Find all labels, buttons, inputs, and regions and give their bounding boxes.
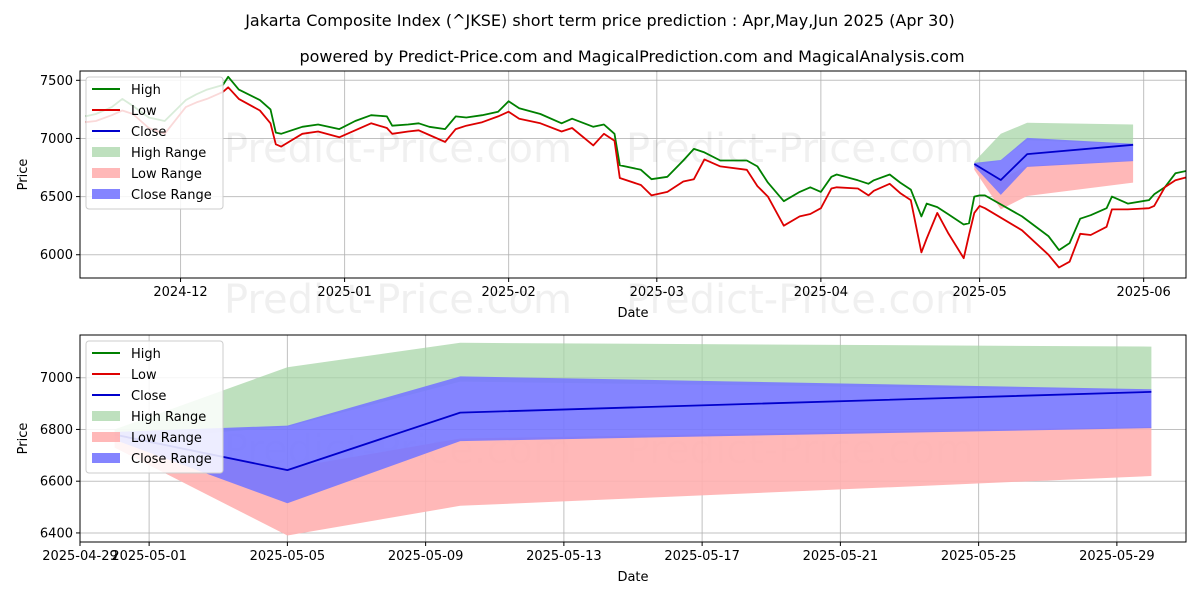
x-tick-label: 2025-04 [794,285,848,300]
legend-label: Close Range [131,188,212,203]
bottom-panel: Predict-Price.comPredict-Price.com2025-0… [16,334,1187,585]
y-tick-label: 6400 [40,526,73,541]
top-panel: Predict-Price.com Predict-Price.com Predic… [16,70,1187,323]
x-tick-label: 2025-01 [317,285,371,300]
legend-patch-swatch [92,411,120,421]
watermark: Predict-Price.com [626,277,974,323]
watermark: Predict-Price.com [626,126,974,172]
low-series-line [85,86,1186,269]
high-range-band [114,342,1152,440]
legend-label: Close Range [131,452,212,467]
y-tick-label: 6600 [40,475,73,490]
legend-label: Low [131,104,157,119]
legend-label: High Range [131,410,206,425]
y-tick-label: 7000 [40,132,73,147]
legend-patch-swatch [92,168,120,178]
x-tick-label: 2025-06 [1117,285,1171,300]
x-tick-label: 2025-05-01 [111,549,187,564]
legend-label: Low Range [131,167,202,182]
legend: High Low Close High Range Low Range Close Ran… [85,76,224,210]
close-range-band [114,376,1152,504]
y-tick-label: 6800 [40,423,73,438]
legend-patch-swatch [92,189,120,199]
legend-label: High Range [131,146,206,161]
legend-box [85,340,224,474]
close-forecast-line [973,143,1134,181]
plot-frame [79,334,1187,543]
legend-box [85,76,224,210]
legend: High Low Close High Range Low Range Close Ran… [85,340,224,474]
legend-patch-swatch [92,432,120,442]
close-range-band [974,137,1134,195]
legend-label: High [131,83,161,98]
y-tick-label: 7000 [40,371,73,386]
y-tick-label: 6000 [40,248,73,263]
chart-subtitle: powered by Predict-Price.com and Magical… [299,47,964,66]
x-tick-label: 2025-05-21 [803,549,879,564]
x-tick-label: 2024-12 [153,285,207,300]
y-tick-label: 6500 [40,190,73,205]
legend-label: Low Range [131,431,202,446]
plot-area [85,75,1186,269]
chart-title: Jakarta Composite Index (^JKSE) short te… [244,11,955,30]
high-series-line [85,75,1186,251]
x-tick-label: 2025-02 [481,285,535,300]
x-tick-label: 2025-03 [630,285,684,300]
legend-patch-swatch [92,453,120,463]
y-axis-label: Price [16,423,31,455]
x-tick-label: 2025-04-29 [42,549,118,564]
plot-frame [79,70,1187,279]
legend-patch-swatch [92,147,120,157]
watermark-group: Predict-Price.com Predict-Price.com Predic… [224,126,974,323]
x-tick-label: 2025-05-13 [526,549,602,564]
y-axis-label: Price [16,159,31,191]
x-tick-label: 2025-05-29 [1079,549,1155,564]
high-range-band [974,122,1134,167]
x-axis-label: Date [617,570,648,585]
legend-label: Close [131,125,166,140]
legend-label: Close [131,389,166,404]
watermark: Predict-Price.com [224,277,572,323]
legend-label: Low [131,368,157,383]
x-tick-label: 2025-05-09 [388,549,464,564]
y-tick-label: 7500 [40,74,73,89]
x-tick-label: 2025-05 [952,285,1006,300]
x-tick-label: 2025-05-17 [664,549,740,564]
x-tick-label: 2025-05-25 [941,549,1017,564]
x-tick-label: 2025-05-05 [250,549,326,564]
legend-label: High [131,347,161,362]
plot-area [114,342,1152,536]
x-axis-label: Date [617,306,648,321]
